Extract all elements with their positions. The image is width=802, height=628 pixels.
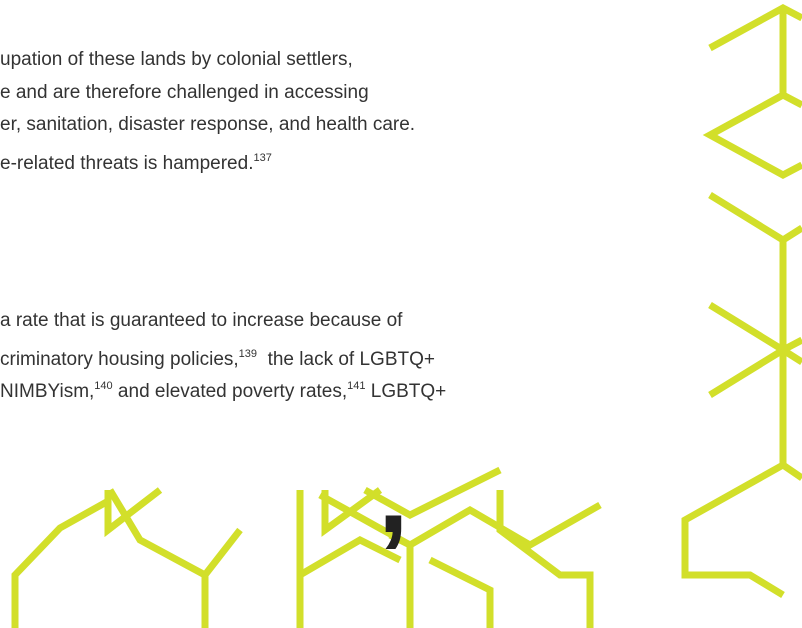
hexagon-pattern [685,8,802,595]
text-line: er, sanitation, disaster response, and h… [0,109,415,142]
hex-edge [710,195,802,240]
hex-edge [110,490,205,575]
text-run: criminatory housing policies, [0,349,239,370]
text-run: the lack of LGBTQ+ [257,349,435,370]
hex-edge [410,505,600,545]
footnote-ref: 137 [253,152,271,164]
text-run: NIMBYism, [0,381,94,402]
hex-edge [783,95,802,105]
text-run: upation of these lands by colonial settl… [0,49,353,70]
text-run: a rate that is guaranteed to increase be… [0,310,402,331]
text-run: e-related threats is hampered. [0,153,253,174]
heading-fragment: , [378,440,409,550]
footnote-ref: 139 [239,348,257,360]
footnote-ref: 141 [347,380,365,392]
text-line: NIMBYism,140 and elevated poverty rates,… [0,370,446,403]
text-run: er, sanitation, disaster response, and h… [0,114,415,135]
hex-edge [710,8,802,175]
hex-edge [783,465,802,478]
text-line: upation of these lands by colonial settl… [0,44,415,77]
hex-edge [430,560,490,628]
text-line: e and are therefore challenged in access… [0,77,415,110]
page: upation of these lands by colonial settl… [0,0,802,628]
text-line: e-related threats is hampered.137 [0,142,415,175]
hex-edge [710,340,802,395]
paragraph: upation of these lands by colonial settl… [0,44,415,174]
text-line: a rate that is guaranteed to increase be… [0,305,446,338]
hex-edge [500,490,590,628]
hex-edge [685,350,783,595]
hex-edge [205,530,240,628]
text-run: and elevated poverty rates, [113,381,347,402]
text-line: criminatory housing policies,139 the lac… [0,338,446,371]
paragraph: a rate that is guaranteed to increase be… [0,305,446,403]
hex-edge [15,500,110,628]
text-run: e and are therefore challenged in access… [0,82,369,103]
hex-edge [710,240,783,350]
text-run: LGBTQ+ [366,381,447,402]
bottom-pattern [15,470,600,628]
hex-edge [710,8,802,48]
footnote-ref: 140 [94,380,112,392]
